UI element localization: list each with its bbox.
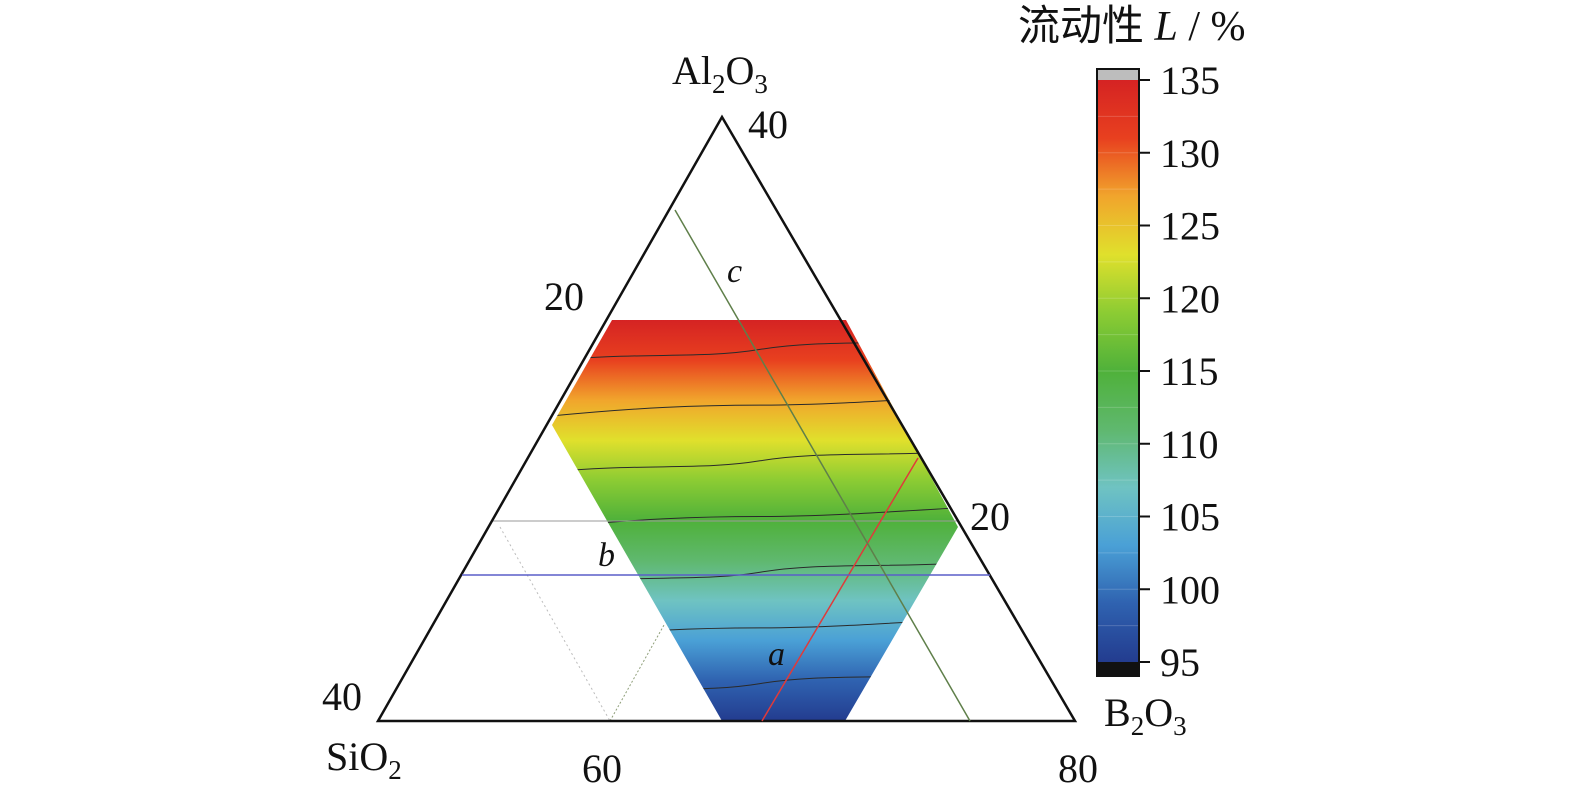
grid-line-dotted-1 <box>499 526 611 722</box>
colorbar-bands <box>1097 115 1139 627</box>
colorbar-tick-label: 100 <box>1160 567 1220 612</box>
colorbar-gradient <box>1097 80 1139 662</box>
colorbar-under-swatch <box>1097 662 1139 676</box>
ternary-triangle <box>375 114 1078 723</box>
tick-label-bottom-left: 40 <box>322 674 362 719</box>
tick-label-bottom-mid: 60 <box>582 746 622 791</box>
vertex-label-b2o3: B2O3 <box>1104 690 1187 741</box>
grid-line-dotted-2 <box>609 624 665 722</box>
line-c <box>674 209 971 722</box>
colorbar-frame <box>1096 68 1140 677</box>
colorbar-tick-label: 95 <box>1160 640 1200 685</box>
curve-label-a: a <box>768 636 785 673</box>
colorbar-ticks: 135 130 125 120 115 110 105 100 95 <box>1139 58 1220 685</box>
colorbar-tick-label: 120 <box>1160 276 1220 321</box>
contour-line <box>552 450 958 474</box>
colorbar-tick-label: 110 <box>1160 422 1219 467</box>
colorbar-tick-label: 125 <box>1160 204 1220 249</box>
line-a <box>761 457 919 722</box>
colorbar-title: 流动性 L / % <box>1018 4 1246 50</box>
tick-label-left-mid: 20 <box>544 274 584 319</box>
vertex-label-al2o3: Al2O3 <box>672 48 768 99</box>
colorbar-tick-label: 130 <box>1160 131 1220 176</box>
vertex-label-sio2: SiO2 <box>326 734 402 785</box>
colorbar-tick-label: 105 <box>1160 495 1220 540</box>
colorbar: 135 130 125 120 115 110 105 100 95 <box>1096 58 1220 685</box>
curve-label-b: b <box>598 537 615 574</box>
tick-label-right-mid: 20 <box>970 494 1010 539</box>
tick-label-top: 40 <box>748 102 788 147</box>
colorbar-tick-label: 115 <box>1160 349 1219 394</box>
colorbar-tick-label: 135 <box>1160 58 1220 103</box>
tick-label-bottom-right: 80 <box>1058 746 1098 791</box>
colorbar-over-swatch <box>1097 69 1139 80</box>
curve-label-c: c <box>727 253 742 290</box>
